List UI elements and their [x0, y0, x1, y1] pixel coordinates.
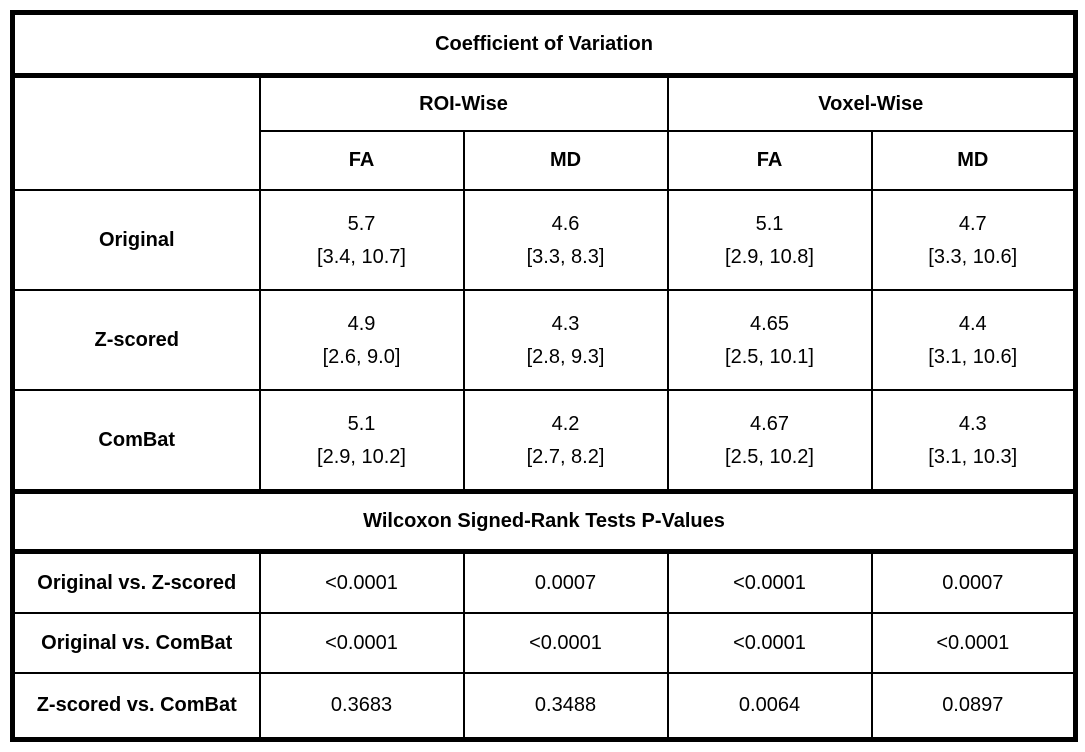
- cv-cell: 4.2 [2.7, 8.2]: [462, 389, 669, 493]
- p-value-cell: <0.0001: [462, 612, 669, 674]
- p-value-cell: <0.0001: [870, 612, 1077, 674]
- cv-cell: 4.7 [3.3, 10.6]: [870, 189, 1077, 291]
- cv-range: [3.4, 10.7]: [317, 245, 406, 268]
- group-header-roi-wise: ROI-Wise: [258, 74, 669, 132]
- wilcoxon-title-row: Wilcoxon Signed-Rank Tests P-Values: [11, 489, 1077, 554]
- row-label-combat: ComBat: [11, 389, 261, 493]
- cv-value: 4.3: [551, 312, 580, 335]
- p-value-cell: <0.0001: [258, 550, 465, 614]
- table-title: Coefficient of Variation: [11, 11, 1077, 78]
- cv-range: [3.3, 8.3]: [526, 245, 605, 268]
- table-row-z-scored-vs-combat: Z-scored vs. ComBat 0.3683 0.3488 0.0064…: [11, 672, 1077, 741]
- row-label-original-vs-z-scored: Original vs. Z-scored: [11, 550, 261, 614]
- cv-cell: 4.6 [3.3, 8.3]: [462, 189, 669, 291]
- cv-cell: 4.4 [3.1, 10.6]: [870, 289, 1077, 391]
- metric-header-row: FA MD FA MD: [13, 130, 1077, 191]
- corner-empty-cell: [11, 74, 261, 191]
- cv-value: 4.4: [958, 312, 987, 335]
- wilcoxon-section-title: Wilcoxon Signed-Rank Tests P-Values: [11, 489, 1077, 554]
- cv-value: 4.9: [347, 312, 376, 335]
- cv-range: [2.6, 9.0]: [322, 345, 401, 368]
- cv-value: 4.7: [958, 212, 987, 235]
- cv-range: [3.1, 10.3]: [928, 445, 1018, 468]
- table-title-row: Coefficient of Variation: [11, 11, 1077, 78]
- cv-range: [3.1, 10.6]: [928, 345, 1018, 368]
- row-label-z-scored-vs-combat: Z-scored vs. ComBat: [11, 672, 261, 741]
- table-row-z-scored: Z-scored 4.9 [2.6, 9.0] 4.3 [2.8, 9.3] 4: [11, 289, 1077, 391]
- cv-value: 4.67: [750, 412, 789, 435]
- table-row-original-vs-combat: Original vs. ComBat <0.0001 <0.0001 <0.0…: [11, 612, 1077, 674]
- cv-range: [2.8, 9.3]: [526, 345, 605, 368]
- col-header-roi-md: MD: [462, 130, 669, 191]
- p-value-cell: 0.0064: [666, 672, 873, 741]
- cv-value: 4.3: [958, 412, 987, 435]
- table-row-original-vs-z-scored: Original vs. Z-scored <0.0001 0.0007 <0.…: [11, 550, 1077, 614]
- cv-value: 4.65: [750, 312, 789, 335]
- cv-range: [2.5, 10.2]: [725, 445, 814, 468]
- p-value-cell: 0.0897: [870, 672, 1077, 741]
- cv-range: [2.9, 10.2]: [317, 445, 406, 468]
- group-header-row: ROI-Wise Voxel-Wise: [11, 74, 1077, 191]
- group-header-voxel-wise: Voxel-Wise: [666, 74, 1077, 132]
- table-row-original: Original 5.7 [3.4, 10.7] 4.6 [3.3, 8.3]: [11, 189, 1077, 291]
- col-header-voxel-fa: FA: [666, 130, 873, 191]
- p-value-cell: <0.0001: [666, 612, 873, 674]
- cv-cell: 4.3 [2.8, 9.3]: [462, 289, 669, 391]
- cv-value: 4.6: [551, 212, 580, 235]
- col-header-voxel-md: MD: [870, 130, 1077, 191]
- p-value-cell: 0.0007: [462, 550, 669, 614]
- p-value-cell: <0.0001: [258, 612, 465, 674]
- row-label-z-scored: Z-scored: [11, 289, 261, 391]
- p-value-cell: 0.3488: [462, 672, 669, 741]
- p-value-cell: 0.0007: [870, 550, 1077, 614]
- cv-range: [2.9, 10.8]: [725, 245, 814, 268]
- cv-cell: 4.3 [3.1, 10.3]: [870, 389, 1077, 493]
- cv-range: [2.5, 10.1]: [725, 345, 814, 368]
- cv-value: 5.7: [347, 212, 376, 235]
- cv-cell: 4.65 [2.5, 10.1]: [666, 289, 873, 391]
- p-value-cell: 0.3683: [258, 672, 465, 741]
- cv-cell: 4.67 [2.5, 10.2]: [666, 389, 873, 493]
- cv-range: [3.3, 10.6]: [928, 245, 1018, 268]
- cv-cell: 5.7 [3.4, 10.7]: [258, 189, 465, 291]
- row-label-original: Original: [11, 189, 261, 291]
- cv-range: [2.7, 8.2]: [526, 445, 605, 468]
- p-value-cell: <0.0001: [666, 550, 873, 614]
- cv-cell: 5.1 [2.9, 10.2]: [258, 389, 465, 493]
- coefficient-of-variation-table: Coefficient of Variation ROI-Wise Voxel-…: [10, 10, 1079, 742]
- cv-value: 5.1: [347, 412, 376, 435]
- table-row-combat: ComBat 5.1 [2.9, 10.2] 4.2 [2.7, 8.2] 4.: [11, 389, 1077, 493]
- cv-value: 4.2: [551, 412, 580, 435]
- row-label-original-vs-combat: Original vs. ComBat: [11, 612, 261, 674]
- col-header-roi-fa: FA: [258, 130, 465, 191]
- cv-cell: 4.9 [2.6, 9.0]: [258, 289, 465, 391]
- cv-cell: 5.1 [2.9, 10.8]: [666, 189, 873, 291]
- cv-value: 5.1: [755, 212, 784, 235]
